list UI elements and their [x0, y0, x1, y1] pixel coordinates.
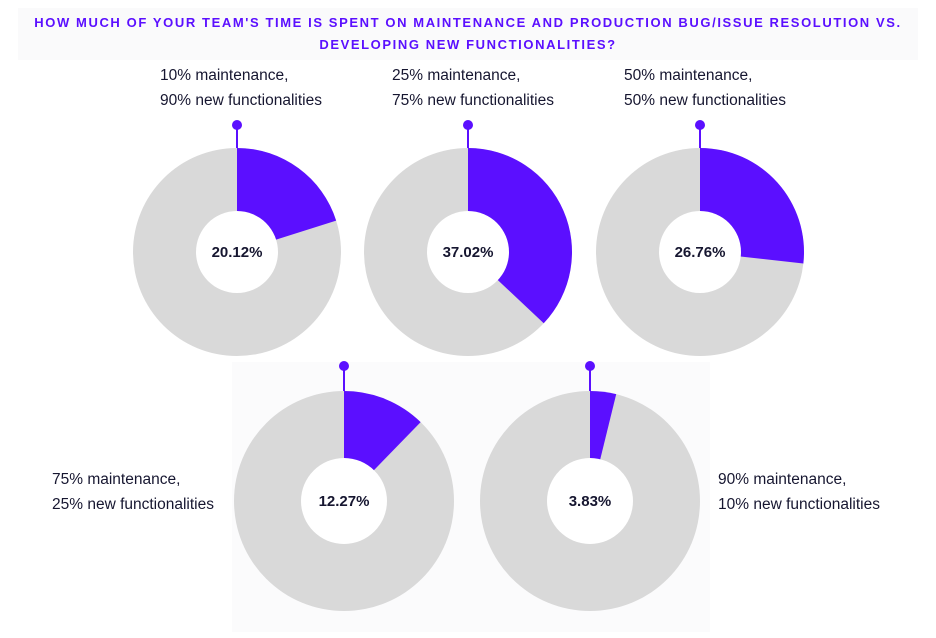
label-chart-3: 50% maintenance, 50% new functionalities	[624, 63, 786, 113]
donut-chart-1: 20.12%	[133, 120, 341, 356]
label-chart-1-line2: 90% new functionalities	[160, 92, 322, 109]
label-chart-3-line1: 50% maintenance,	[624, 67, 753, 84]
label-chart-4: 75% maintenance, 25% new functionalities	[52, 467, 214, 517]
label-chart-2: 25% maintenance, 75% new functionalities	[392, 63, 554, 113]
donut-4-pin-dot	[339, 361, 349, 371]
donut-chart-2: 37.02%	[364, 120, 572, 356]
donut-3-pin-dot	[695, 120, 705, 130]
donut-3-hole	[659, 211, 741, 293]
donut-2-value-slice	[468, 148, 572, 324]
label-chart-3-line2: 50% new functionalities	[624, 92, 786, 109]
donut-5-value-label: 3.83%	[569, 493, 612, 510]
label-chart-2-line1: 25% maintenance,	[392, 67, 521, 84]
label-chart-1-line1: 10% maintenance,	[160, 67, 289, 84]
label-chart-5-line1: 90% maintenance,	[718, 471, 847, 488]
label-chart-2-line2: 75% new functionalities	[392, 92, 554, 109]
label-chart-5: 90% maintenance, 10% new functionalities	[718, 467, 880, 517]
donut-chart-5: 3.83%	[480, 361, 700, 611]
chart-title: HOW MUCH OF YOUR TEAM'S TIME IS SPENT ON…	[34, 15, 902, 52]
donut-chart-4: 12.27%	[234, 361, 454, 611]
donut-chart-3: 26.76%	[596, 120, 804, 356]
donut-2-pin-dot	[463, 120, 473, 130]
donut-1-hole	[196, 211, 278, 293]
donut-2-value-label: 37.02%	[443, 244, 494, 261]
title-band	[18, 8, 918, 60]
label-chart-4-line2: 25% new functionalities	[52, 496, 214, 513]
label-chart-1: 10% maintenance, 90% new functionalities	[160, 63, 322, 113]
donut-4-value-label: 12.27%	[319, 493, 370, 510]
donut-1-pin-dot	[232, 120, 242, 130]
label-chart-5-line2: 10% new functionalities	[718, 496, 880, 513]
donut-1-value-label: 20.12%	[212, 244, 263, 261]
label-chart-4-line1: 75% maintenance,	[52, 471, 181, 488]
donut-3-value-label: 26.76%	[675, 244, 726, 261]
donut-5-hole	[547, 458, 633, 544]
donut-4-hole	[301, 458, 387, 544]
donut-2-hole	[427, 211, 509, 293]
donut-5-pin-dot	[585, 361, 595, 371]
